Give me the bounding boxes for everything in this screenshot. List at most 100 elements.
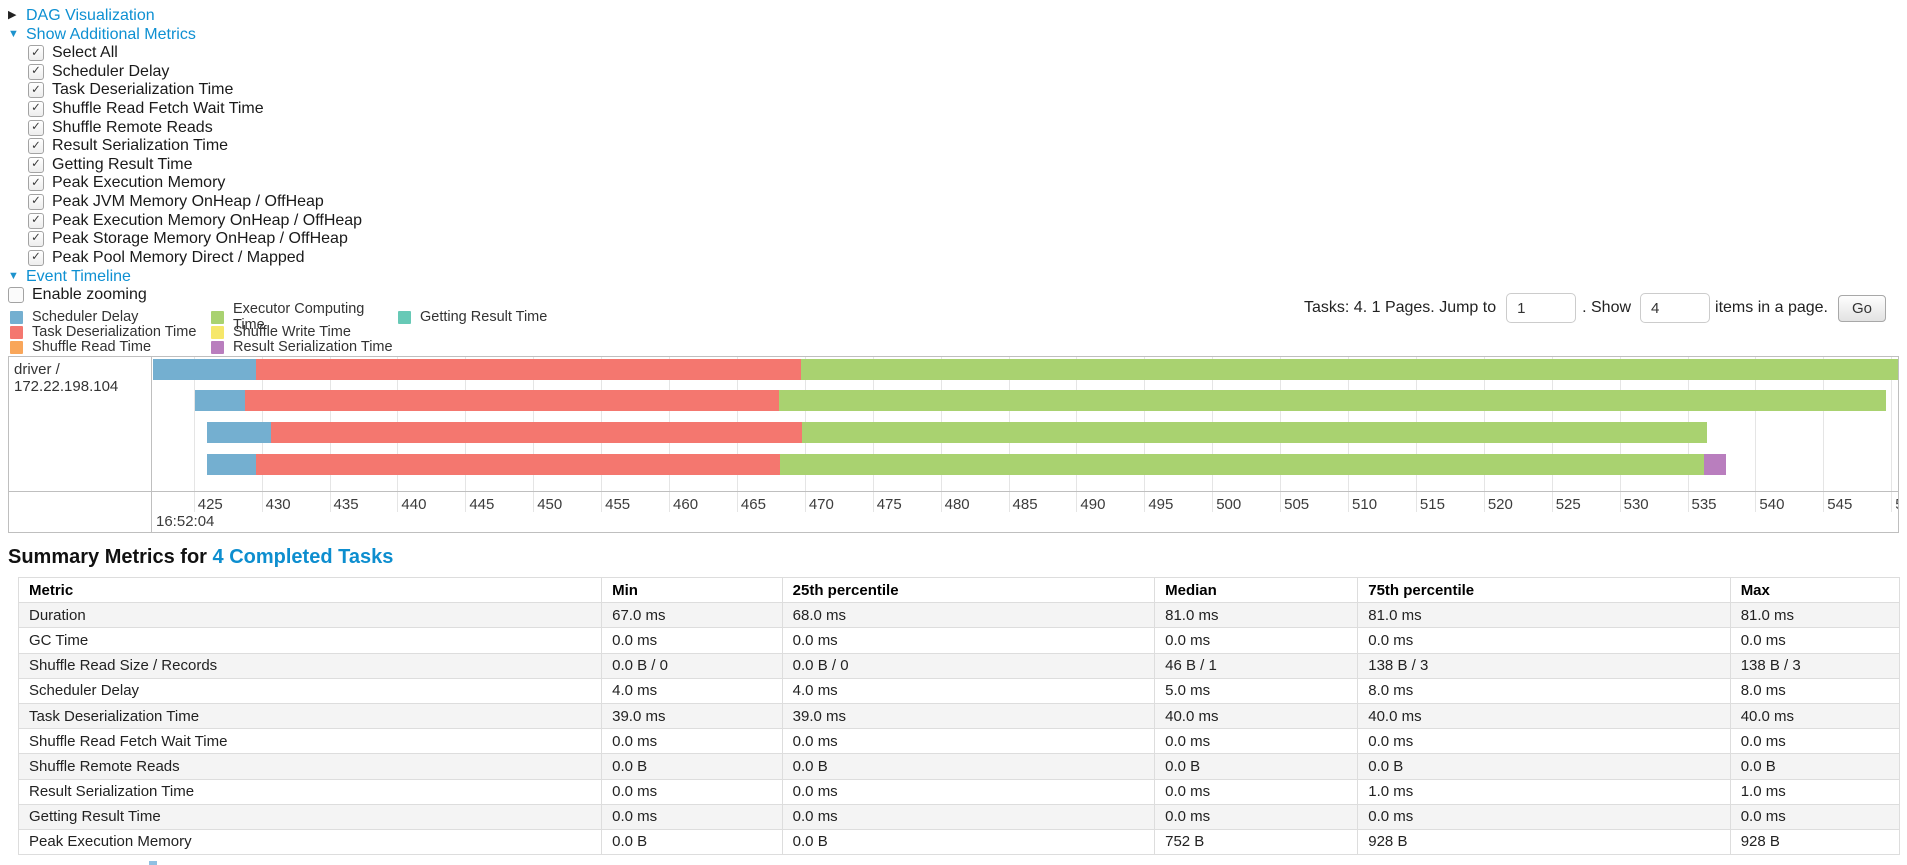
show-additional-metrics-toggle[interactable]: ▼ Show Additional Metrics xyxy=(8,25,362,44)
task-bar-segment-task-deserialization[interactable] xyxy=(256,359,801,380)
metric-value-cell: 0.0 ms xyxy=(1357,728,1731,755)
metric-value-cell: 1.0 ms xyxy=(1729,778,1901,805)
timeline-tick-label: 530 xyxy=(1623,496,1649,513)
checkbox-checked-icon: ✓ xyxy=(28,63,44,80)
metric-checkbox-label: Select All xyxy=(52,44,118,62)
metric-value-cell: 0.0 ms xyxy=(1154,728,1359,755)
clipped-next-section-fragment xyxy=(149,861,157,865)
task-bar-segment-executor-computing[interactable] xyxy=(800,359,1898,380)
completed-tasks-link[interactable]: 4 Completed Tasks xyxy=(212,546,394,568)
tasks-page-summary-text: Tasks: 4. 1 Pages. Jump to xyxy=(1304,299,1497,316)
table-row: Shuffle Read Size / Records 0.0 B / 0 0.0 … xyxy=(17,652,1901,679)
timeline-tick-label: 545 xyxy=(1827,496,1853,513)
legend-column: Executor Computing Time Shuffle Write Tim… xyxy=(211,301,398,355)
timeline-tick-label: 500 xyxy=(1216,496,1242,513)
go-button[interactable]: Go xyxy=(1837,294,1886,322)
metric-checkbox-select-all[interactable]: ✓ Select All xyxy=(28,44,362,63)
metric-checkbox-result-serialization-time[interactable]: ✓ Result Serialization Time xyxy=(28,137,362,156)
legend-item-label: Shuffle Write Time xyxy=(233,324,351,341)
task-bar-segment-scheduler-delay[interactable] xyxy=(195,390,246,411)
metric-checkbox-peak-storage-memory-onheap-offheap[interactable]: ✓ Peak Storage Memory OnHeap / OffHeap xyxy=(28,230,362,249)
legend-item: Task Deserialization Time xyxy=(10,324,211,341)
checkbox-checked-icon: ✓ xyxy=(28,249,44,266)
metric-checkbox-scheduler-delay[interactable]: ✓ Scheduler Delay xyxy=(28,63,362,82)
enable-zooming-checkbox[interactable]: Enable zooming xyxy=(8,286,362,305)
timeline-plot-area: 425 430 435 440 445 450 455 460 465 470 475 480 485 4… xyxy=(153,357,1898,532)
timeline-tick-label: 425 xyxy=(197,496,223,513)
dag-visualization-toggle[interactable]: ▶ DAG Visualization xyxy=(8,6,362,25)
task-bar-segment-scheduler-delay[interactable] xyxy=(207,422,272,443)
metric-checkbox-label: Getting Result Time xyxy=(52,155,193,173)
metric-value-cell: 4.0 ms xyxy=(781,677,1156,704)
metric-checkbox-label: Peak Execution Memory OnHeap / OffHeap xyxy=(52,211,363,229)
task-bar-segment-scheduler-delay[interactable] xyxy=(207,454,257,475)
enable-zooming-label: Enable zooming xyxy=(32,286,147,304)
legend-column: Scheduler Delay Task Deserialization Time… xyxy=(10,309,211,356)
task-bar-segment-scheduler-delay[interactable] xyxy=(153,359,257,380)
metric-value-cell: 0.0 ms xyxy=(1729,803,1901,830)
additional-metrics-checkbox-list: ✓ Select All ✓ Scheduler Delay ✓ Task Deseria… xyxy=(28,44,362,267)
metric-checkbox-peak-execution-memory-onheap-offheap[interactable]: ✓ Peak Execution Memory OnHeap / OffHeap xyxy=(28,211,362,230)
legend-item: Shuffle Write Time xyxy=(211,324,398,341)
metric-value-cell: 81.0 ms xyxy=(1154,602,1359,629)
metric-value-cell: 0.0 ms xyxy=(601,803,783,830)
legend-swatch-icon xyxy=(10,310,23,324)
metric-checkbox-task-deserialization-time[interactable]: ✓ Task Deserialization Time xyxy=(28,81,362,100)
timeline-tick-label: 445 xyxy=(469,496,495,513)
jump-to-page-input[interactable] xyxy=(1506,293,1577,323)
table-row: Duration 67.0 ms 68.0 ms 81.0 ms 81.0 ms 81.0… xyxy=(17,602,1901,629)
metric-value-cell: 81.0 ms xyxy=(1357,602,1731,629)
metric-value-cell: 0.0 ms xyxy=(781,728,1156,755)
metric-checkbox-label: Task Deserialization Time xyxy=(52,81,234,99)
legend-swatch-icon xyxy=(211,310,224,324)
table-row: Peak Execution Memory 0.0 B 0.0 B 752 B 928 … xyxy=(17,828,1901,856)
metric-checkbox-peak-pool-memory-direct-mapped[interactable]: ✓ Peak Pool Memory Direct / Mapped xyxy=(28,249,362,268)
timeline-tick-label: 485 xyxy=(1012,496,1038,513)
table-row: Result Serialization Time 0.0 ms 0.0 ms 0.0… xyxy=(17,778,1901,805)
metric-value-cell: 0.0 ms xyxy=(1729,728,1901,755)
metric-value-cell: 0.0 ms xyxy=(1357,627,1731,654)
timeline-tick-label: 490 xyxy=(1080,496,1106,513)
legend-item-label: Task Deserialization Time xyxy=(32,324,197,341)
metric-value-cell: 68.0 ms xyxy=(781,602,1156,629)
stage-detail-controls: ▶ DAG Visualization ▼ Show Additional Me… xyxy=(8,6,362,305)
timeline-tick-label: 495 xyxy=(1148,496,1174,513)
legend-item-label: Executor Computing Time xyxy=(233,301,365,334)
legend-item: Result Serialization Time xyxy=(211,339,398,355)
timeline-tick-label: 540 xyxy=(1759,496,1785,513)
task-bar-segment-executor-computing[interactable] xyxy=(780,454,1704,475)
checkbox-unchecked-icon xyxy=(8,287,24,304)
metric-checkbox-shuffle-read-fetch-wait-time[interactable]: ✓ Shuffle Read Fetch Wait Time xyxy=(28,100,362,119)
checkbox-checked-icon: ✓ xyxy=(28,82,44,99)
metric-value-cell: 928 B xyxy=(1729,828,1901,856)
metric-checkbox-shuffle-remote-reads[interactable]: ✓ Shuffle Remote Reads xyxy=(28,118,362,137)
metric-value-cell: 0.0 ms xyxy=(1357,803,1731,830)
metric-checkbox-getting-result-time[interactable]: ✓ Getting Result Time xyxy=(28,156,362,175)
timeline-axis-line xyxy=(9,491,1898,492)
event-timeline-toggle[interactable]: ▼ Event Timeline xyxy=(8,267,362,286)
summary-metrics-heading-text: Summary Metrics for xyxy=(8,546,213,568)
metric-value-cell: 5.0 ms xyxy=(1154,677,1359,704)
checkbox-checked-icon: ✓ xyxy=(28,231,44,248)
task-bar-segment-executor-computing[interactable] xyxy=(802,422,1707,443)
task-bar-segment-result-serialization[interactable] xyxy=(1703,454,1726,475)
task-bar-segment-task-deserialization[interactable] xyxy=(271,422,803,443)
metric-value-cell: 0.0 B / 0 xyxy=(601,652,783,679)
table-body: Duration 67.0 ms 68.0 ms 81.0 ms 81.0 ms 81.0… xyxy=(17,602,1901,856)
table-row: GC Time 0.0 ms 0.0 ms 0.0 ms 0.0 ms 0.0 ms xyxy=(17,627,1901,654)
metric-checkbox-peak-jvm-memory-onheap-offheap[interactable]: ✓ Peak JVM Memory OnHeap / OffHeap xyxy=(28,193,362,212)
task-bar-segment-task-deserialization[interactable] xyxy=(256,454,781,475)
metric-value-cell: 0.0 B / 0 xyxy=(781,652,1156,679)
table-header-cell: 25th percentile xyxy=(781,576,1156,604)
metric-checkbox-peak-execution-memory[interactable]: ✓ Peak Execution Memory xyxy=(28,174,362,193)
metric-checkbox-label: Shuffle Read Fetch Wait Time xyxy=(52,100,264,118)
items-per-page-input[interactable] xyxy=(1640,293,1711,323)
legend-swatch-icon xyxy=(10,340,23,354)
task-bar-segment-task-deserialization[interactable] xyxy=(245,390,779,411)
metric-name-cell: Peak Execution Memory xyxy=(17,828,603,856)
metric-value-cell: 0.0 ms xyxy=(601,627,783,654)
timeline-tick-label: 455 xyxy=(605,496,631,513)
task-bar-segment-executor-computing[interactable] xyxy=(779,390,1886,411)
legend-item-label: Shuffle Read Time xyxy=(32,339,152,356)
